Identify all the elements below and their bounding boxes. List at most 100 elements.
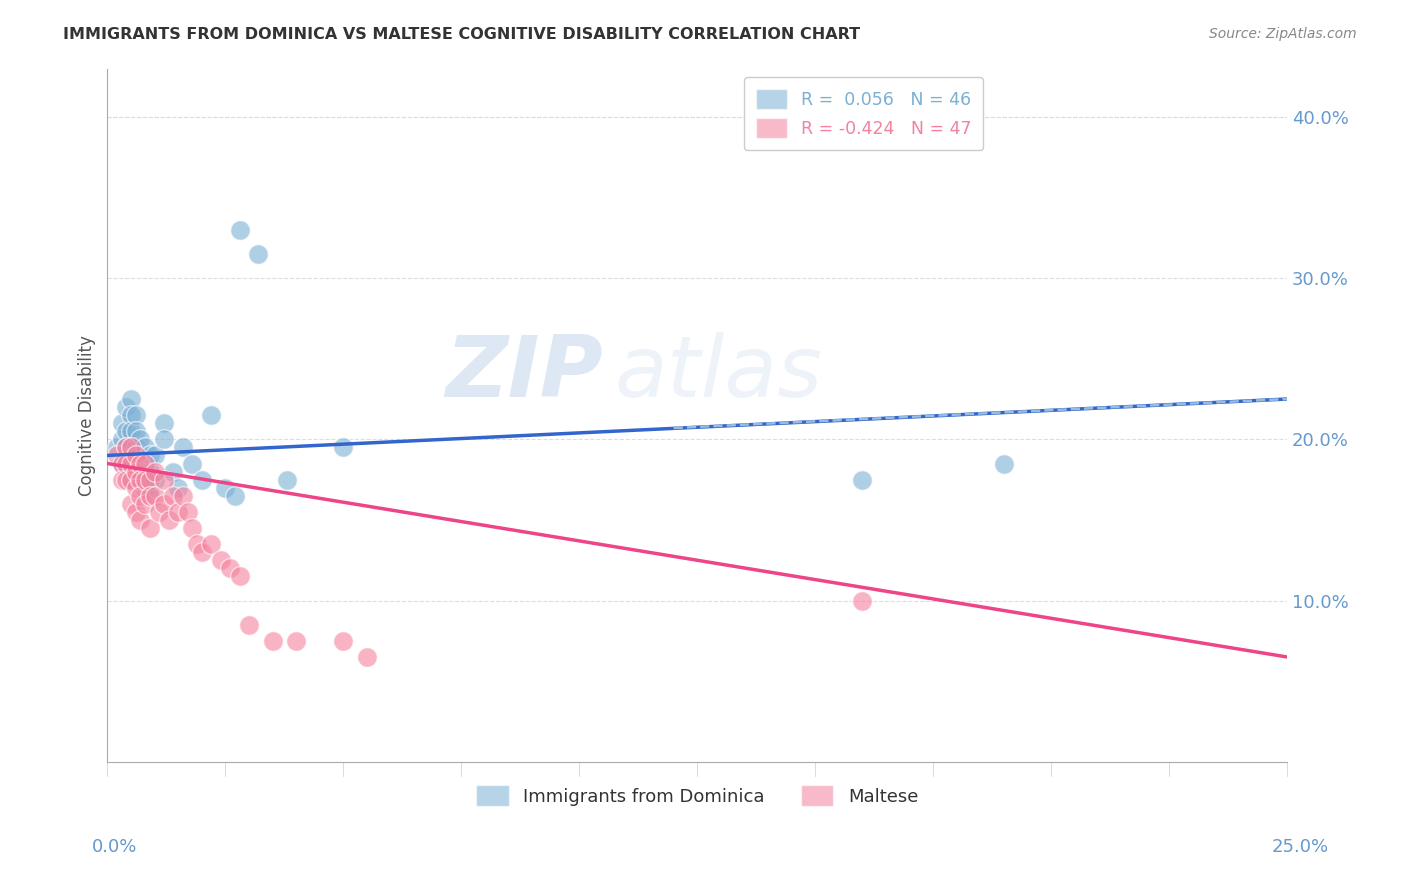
Point <box>153 433 176 447</box>
Legend: Immigrants from Dominica, Maltese: Immigrants from Dominica, Maltese <box>467 776 927 815</box>
Point <box>129 489 152 503</box>
Point <box>993 457 1015 471</box>
Point <box>120 457 142 471</box>
Point <box>153 473 176 487</box>
Point <box>332 633 354 648</box>
Point <box>276 473 298 487</box>
Text: 0.0%: 0.0% <box>91 838 136 856</box>
Point <box>129 433 152 447</box>
Text: ZIP: ZIP <box>446 332 603 415</box>
Point <box>115 441 138 455</box>
Point <box>120 497 142 511</box>
Point <box>120 441 142 455</box>
Point <box>105 441 128 455</box>
Point <box>110 433 132 447</box>
Point <box>134 497 156 511</box>
Point <box>228 569 250 583</box>
Point <box>134 473 156 487</box>
Point <box>120 424 142 438</box>
Point <box>219 561 242 575</box>
Point <box>129 473 152 487</box>
Point <box>139 489 162 503</box>
Point <box>129 449 152 463</box>
Point <box>120 473 142 487</box>
Point <box>134 481 156 495</box>
Point <box>143 489 166 503</box>
Point <box>139 521 162 535</box>
Point <box>139 481 162 495</box>
Text: 25.0%: 25.0% <box>1271 838 1329 856</box>
Point <box>115 473 138 487</box>
Point <box>162 465 184 479</box>
Point <box>181 521 204 535</box>
Point <box>200 408 222 422</box>
Point <box>332 441 354 455</box>
Point <box>851 473 873 487</box>
Point <box>176 505 198 519</box>
Point <box>143 473 166 487</box>
Point <box>120 441 142 455</box>
Point <box>134 441 156 455</box>
Point <box>115 457 138 471</box>
Point <box>143 449 166 463</box>
Point <box>125 457 148 471</box>
Point <box>125 441 148 455</box>
Point <box>120 457 142 471</box>
Point <box>167 481 190 495</box>
Y-axis label: Cognitive Disability: Cognitive Disability <box>79 334 96 496</box>
Point <box>110 457 132 471</box>
Text: atlas: atlas <box>614 332 823 415</box>
Point <box>110 457 132 471</box>
Point <box>238 617 260 632</box>
Point <box>143 465 166 479</box>
Point <box>125 408 148 422</box>
Point <box>125 481 148 495</box>
Point <box>120 473 142 487</box>
Point <box>125 465 148 479</box>
Point <box>157 513 180 527</box>
Point <box>129 513 152 527</box>
Point <box>200 537 222 551</box>
Text: Source: ZipAtlas.com: Source: ZipAtlas.com <box>1209 27 1357 41</box>
Point <box>125 449 148 463</box>
Point <box>125 505 148 519</box>
Point <box>134 457 156 471</box>
Point <box>247 247 270 261</box>
Point <box>167 505 190 519</box>
Point <box>139 465 162 479</box>
Point <box>190 473 212 487</box>
Point <box>356 650 378 665</box>
Point <box>228 223 250 237</box>
Point <box>172 441 194 455</box>
Point <box>125 424 148 438</box>
Point <box>129 457 152 471</box>
Point <box>120 408 142 422</box>
Point <box>162 489 184 503</box>
Point <box>129 473 152 487</box>
Point <box>120 392 142 406</box>
Point <box>214 481 236 495</box>
Point <box>172 489 194 503</box>
Point <box>153 416 176 430</box>
Point <box>224 489 246 503</box>
Point <box>153 497 176 511</box>
Point <box>115 441 138 455</box>
Point <box>209 553 232 567</box>
Text: IMMIGRANTS FROM DOMINICA VS MALTESE COGNITIVE DISABILITY CORRELATION CHART: IMMIGRANTS FROM DOMINICA VS MALTESE COGN… <box>63 27 860 42</box>
Point <box>115 424 138 438</box>
Point <box>148 505 170 519</box>
Point <box>110 473 132 487</box>
Point <box>851 593 873 607</box>
Point <box>181 457 204 471</box>
Point <box>186 537 208 551</box>
Point <box>285 633 308 648</box>
Point <box>129 465 152 479</box>
Point <box>110 416 132 430</box>
Point <box>139 449 162 463</box>
Point <box>105 449 128 463</box>
Point <box>134 457 156 471</box>
Point <box>115 400 138 414</box>
Point <box>262 633 284 648</box>
Point <box>115 457 138 471</box>
Point <box>139 473 162 487</box>
